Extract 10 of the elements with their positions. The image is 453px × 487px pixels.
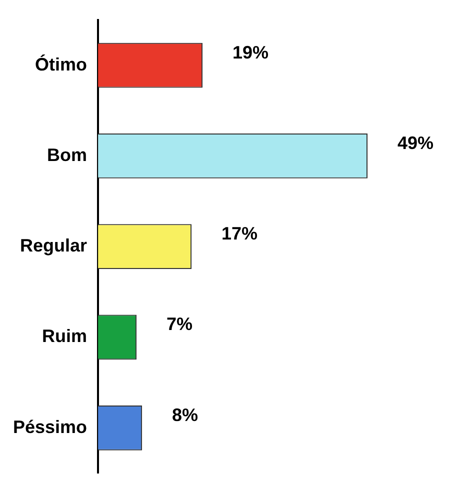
y-tick-label: Ótimo [35, 54, 88, 74]
data-label: 19% [232, 42, 269, 62]
y-tick-label: Bom [47, 144, 88, 165]
y-tick-label: Regular [20, 236, 88, 256]
y-tick-label: Ruim [42, 326, 88, 346]
data-label: 49% [398, 132, 434, 153]
y-tick-label: Péssimo [12, 416, 88, 437]
data-label: 7% [166, 314, 193, 334]
data-label: 17% [222, 224, 258, 244]
data-label: 8% [172, 404, 198, 425]
